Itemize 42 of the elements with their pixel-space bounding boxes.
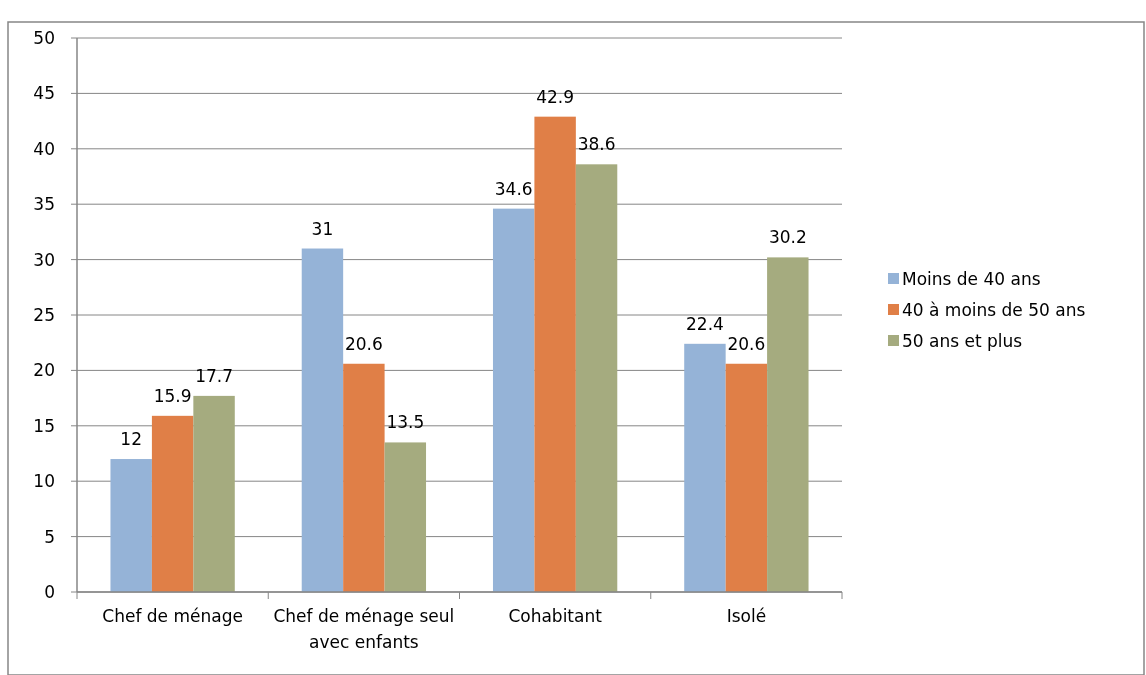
x-tick-label: Chef de ménage seul avec enfants	[273, 606, 455, 652]
legend-label: 50 ans et plus	[902, 330, 1023, 351]
legend-label: 40 à moins de 50 ans	[902, 299, 1086, 320]
y-tick-label: 40	[33, 138, 55, 159]
data-label: 38.6	[577, 134, 616, 155]
y-tick-label: 0	[44, 581, 55, 602]
y-tick-label: 25	[33, 304, 55, 325]
y-tick-label: 15	[33, 415, 55, 436]
y-tick-label: 5	[44, 526, 55, 547]
data-label: 17.7	[195, 365, 233, 386]
y-tick-label: 35	[33, 194, 55, 215]
data-label: 30.2	[768, 227, 807, 248]
bar	[384, 442, 427, 592]
x-tick-label: Cohabitant	[508, 606, 603, 626]
x-tick-label: Isolé	[726, 606, 767, 626]
bar	[110, 459, 152, 592]
bar	[534, 116, 576, 592]
bar	[684, 343, 726, 592]
data-label: 22.4	[686, 313, 724, 334]
bar	[725, 363, 768, 592]
y-tick-label: 30	[33, 249, 55, 270]
bar	[575, 164, 618, 592]
bar	[492, 208, 535, 592]
bar	[301, 248, 344, 592]
y-tick-label: 45	[33, 83, 55, 104]
data-label: 13.5	[386, 412, 425, 433]
y-tick-label: 20	[33, 360, 55, 381]
data-label: 31	[311, 218, 334, 239]
legend-label: Moins de 40 ans	[902, 268, 1041, 289]
data-label: 42.9	[536, 86, 575, 107]
y-tick-label: 50	[33, 27, 55, 48]
data-label: 20.6	[344, 333, 383, 354]
data-label: 12	[120, 429, 143, 450]
x-tick-label: Chef de ménage	[102, 606, 243, 626]
bar	[193, 395, 235, 592]
data-label: 15.9	[153, 385, 192, 406]
y-tick-label: 10	[33, 471, 55, 492]
data-label: 34.6	[494, 178, 533, 199]
data-label: 20.6	[727, 333, 766, 354]
bar	[343, 363, 385, 592]
bar	[767, 257, 809, 592]
bar	[151, 415, 194, 592]
